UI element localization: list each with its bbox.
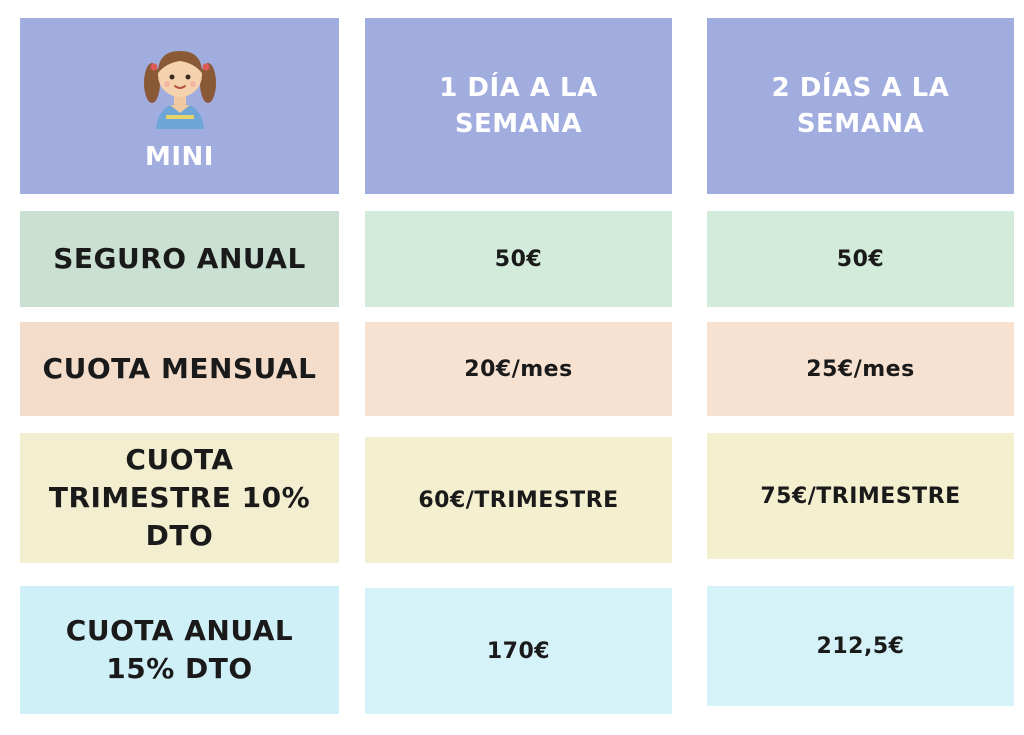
header-col1-label: 1 DÍA A LA SEMANA	[439, 73, 598, 139]
row-label-seguro: SEGURO ANUAL	[20, 211, 339, 307]
girl-avatar-icon	[132, 33, 228, 129]
cell-value: 20€/mes	[464, 356, 573, 382]
cell-value: 50€	[494, 246, 543, 272]
row-label-text: CUOTA MENSUAL	[42, 352, 317, 385]
cell-seguro-col1: 50€	[365, 211, 672, 307]
row-label-text: CUOTA TRIMESTRE 10% DTO	[48, 443, 311, 552]
cell-mensual-col2: 25€/mes	[707, 322, 1014, 416]
cell-anual-col2: 212,5€	[707, 586, 1014, 706]
cell-value: 25€/mes	[806, 356, 915, 382]
header-col2: 2 DÍAS A LA SEMANA	[707, 18, 1014, 194]
header-col1: 1 DÍA A LA SEMANA	[365, 18, 672, 194]
cell-seguro-col2: 50€	[707, 211, 1014, 307]
cell-trimestre-col1: 60€/TRIMESTRE	[365, 437, 672, 563]
cell-value: 75€/TRIMESTRE	[760, 483, 961, 509]
header-corner-label: MINI	[145, 142, 214, 172]
row-label-text: CUOTA ANUAL 15% DTO	[65, 614, 294, 685]
row-label-trimestre: CUOTA TRIMESTRE 10% DTO	[20, 433, 339, 563]
cell-trimestre-col2: 75€/TRIMESTRE	[707, 433, 1014, 559]
row-label-text: SEGURO ANUAL	[53, 242, 306, 275]
cell-anual-col1: 170€	[365, 588, 672, 714]
cell-value: 170€	[486, 638, 551, 664]
row-label-mensual: CUOTA MENSUAL	[20, 322, 339, 416]
cell-value: 60€/TRIMESTRE	[418, 487, 619, 513]
header-corner-cell: MINI	[20, 18, 339, 194]
header-col2-label: 2 DÍAS A LA SEMANA	[771, 73, 950, 139]
row-label-anual: CUOTA ANUAL 15% DTO	[20, 586, 339, 714]
cell-mensual-col1: 20€/mes	[365, 322, 672, 416]
cell-value: 212,5€	[816, 633, 905, 659]
cell-value: 50€	[836, 246, 885, 272]
